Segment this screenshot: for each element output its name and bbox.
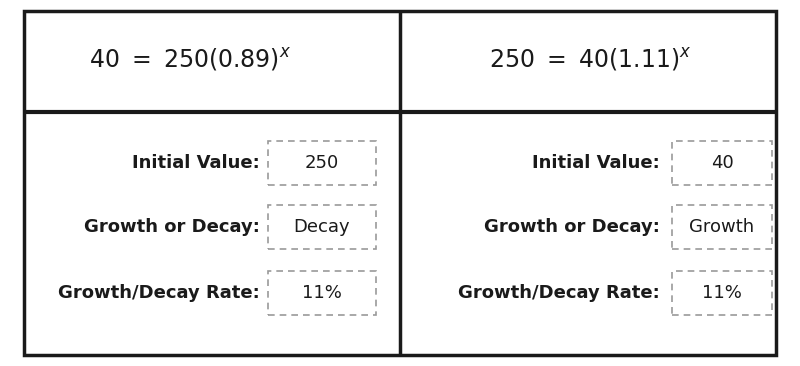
Text: Growth or Decay:: Growth or Decay: <box>484 218 660 236</box>
Text: Decay: Decay <box>294 218 350 236</box>
Text: $40\ =\ 250(0.89)^{x}$: $40\ =\ 250(0.89)^{x}$ <box>90 46 291 73</box>
Text: 40: 40 <box>710 154 734 172</box>
Text: Initial Value:: Initial Value: <box>132 154 260 172</box>
Bar <box>672 205 772 249</box>
Text: 250: 250 <box>305 154 339 172</box>
Bar <box>672 271 772 315</box>
Text: $250\ =\ 40(1.11)^{x}$: $250\ =\ 40(1.11)^{x}$ <box>489 46 692 73</box>
Text: 11%: 11% <box>702 284 742 302</box>
Text: Initial Value:: Initial Value: <box>532 154 660 172</box>
Bar <box>672 141 772 185</box>
Text: Growth/Decay Rate:: Growth/Decay Rate: <box>58 284 260 302</box>
Bar <box>268 141 376 185</box>
Bar <box>268 271 376 315</box>
Bar <box>268 205 376 249</box>
Text: Growth: Growth <box>690 218 754 236</box>
Text: Growth/Decay Rate:: Growth/Decay Rate: <box>458 284 660 302</box>
Text: 11%: 11% <box>302 284 342 302</box>
Text: Growth or Decay:: Growth or Decay: <box>84 218 260 236</box>
